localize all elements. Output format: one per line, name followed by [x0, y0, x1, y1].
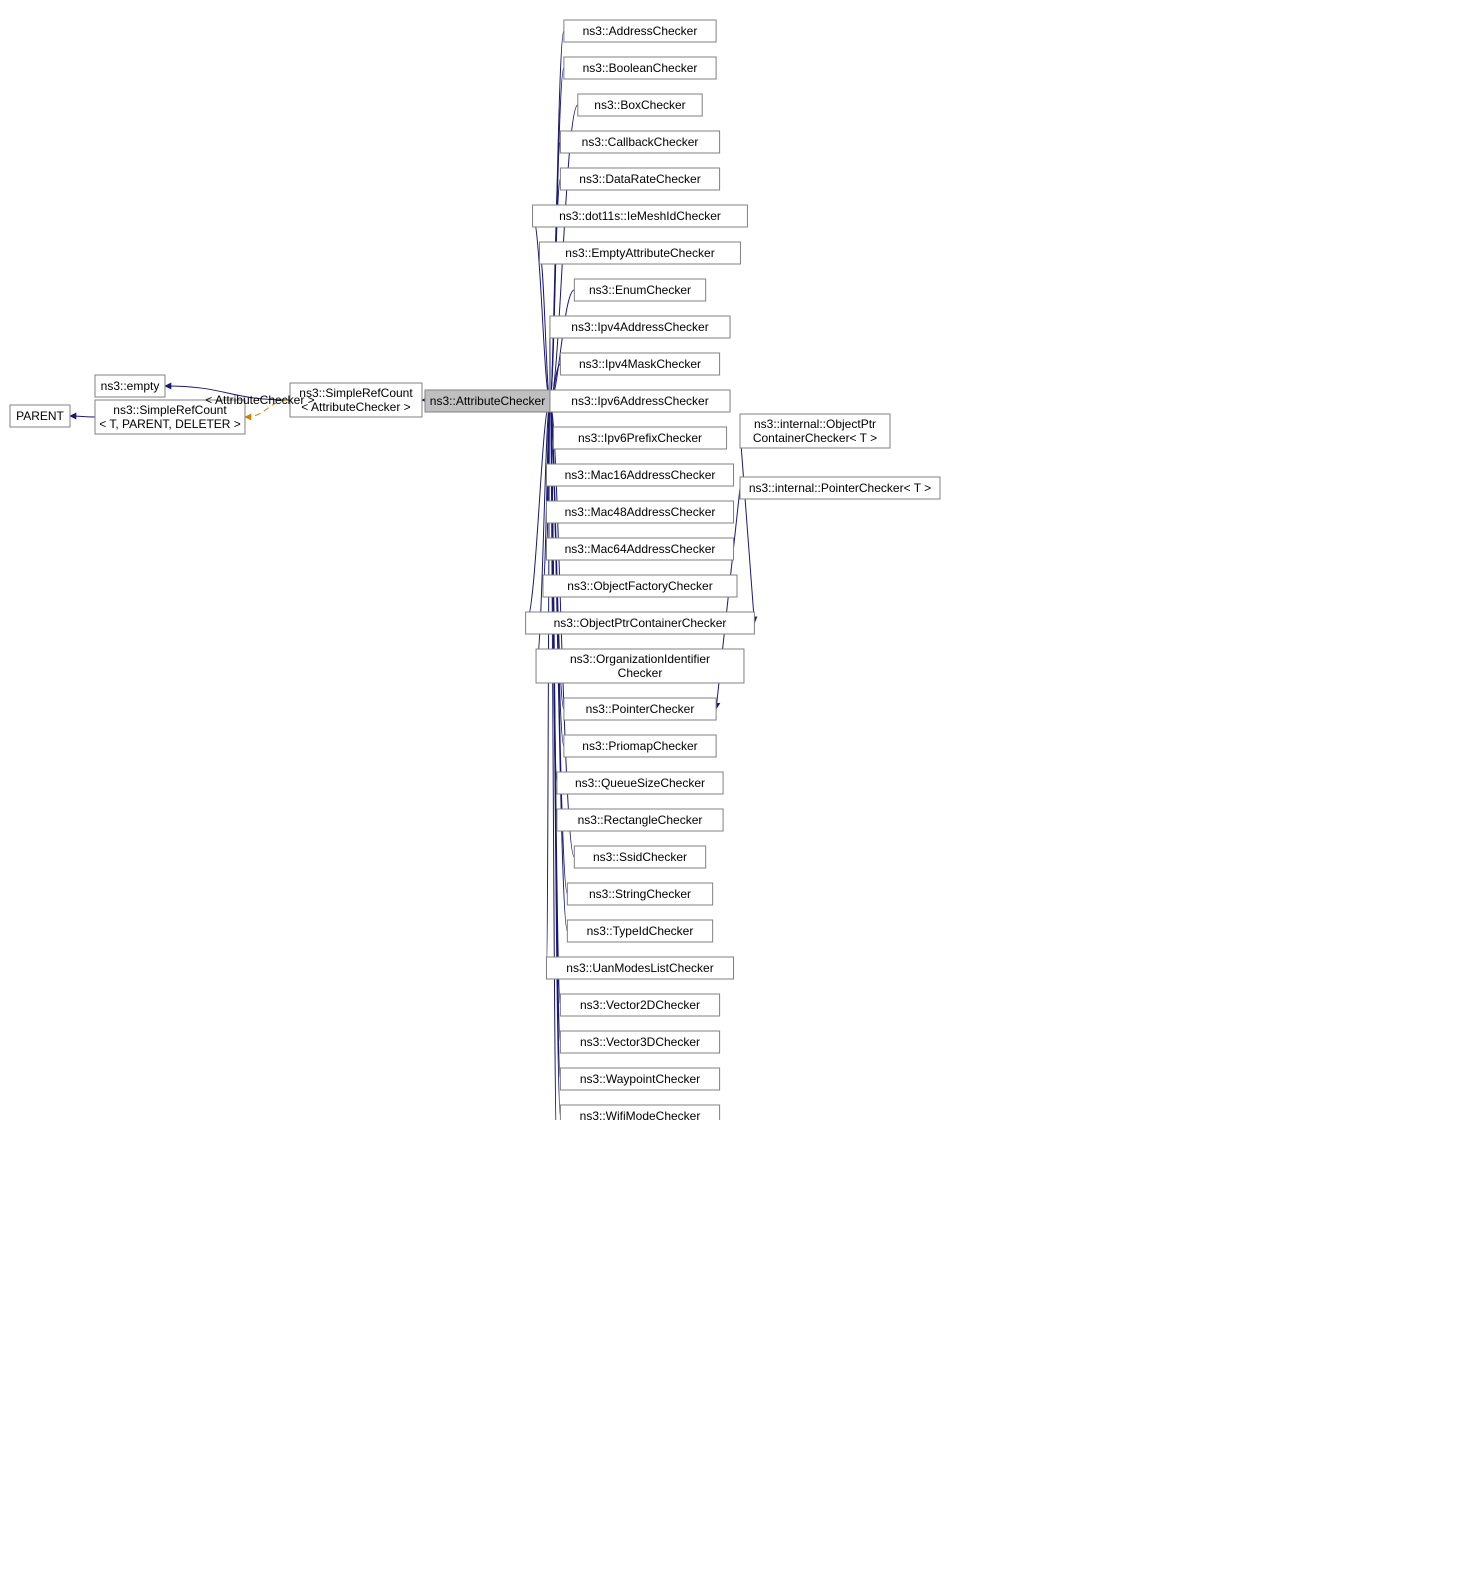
- class-node[interactable]: ns3::StringChecker: [567, 883, 712, 905]
- class-node[interactable]: ns3::PointerChecker: [564, 698, 716, 720]
- class-label: ns3::PriomapChecker: [582, 739, 697, 753]
- class-label: ns3::WifiModeChecker: [580, 1109, 701, 1120]
- class-node[interactable]: ns3::internal::PointerChecker< T >: [740, 477, 940, 499]
- class-label: ns3::AttributeChecker: [430, 394, 545, 408]
- class-label: ContainerChecker< T >: [753, 431, 877, 445]
- class-label: ns3::StringChecker: [589, 887, 691, 901]
- class-node[interactable]: ns3::empty: [95, 375, 165, 397]
- class-label: ns3::TypeIdChecker: [587, 924, 694, 938]
- class-node[interactable]: ns3::ObjectFactoryChecker: [543, 575, 737, 597]
- class-label: ns3::BoxChecker: [594, 98, 685, 112]
- class-label: Checker: [618, 666, 663, 680]
- class-node[interactable]: ns3::Vector3DChecker: [560, 1031, 719, 1053]
- class-label: PARENT: [16, 409, 64, 423]
- class-node[interactable]: ns3::SsidChecker: [574, 846, 705, 868]
- class-label: ns3::Mac48AddressChecker: [565, 505, 716, 519]
- class-label: ns3::SsidChecker: [593, 850, 687, 864]
- class-label: ns3::ObjectPtrContainerChecker: [554, 616, 727, 630]
- class-label: ns3::SimpleRefCount: [299, 386, 413, 400]
- class-node[interactable]: ns3::UanModesListChecker: [546, 957, 733, 979]
- class-label: ns3::Ipv6AddressChecker: [571, 394, 708, 408]
- class-node[interactable]: ns3::Ipv6PrefixChecker: [553, 427, 726, 449]
- class-node[interactable]: ns3::Ipv4AddressChecker: [550, 316, 730, 338]
- class-node[interactable]: ns3::Ipv4MaskChecker: [560, 353, 719, 375]
- class-node[interactable]: ns3::WaypointChecker: [560, 1068, 719, 1090]
- class-node[interactable]: ns3::dot11s::IeMeshIdChecker: [533, 205, 748, 227]
- class-node[interactable]: ns3::Mac48AddressChecker: [546, 501, 733, 523]
- class-label: ns3::EnumChecker: [589, 283, 691, 297]
- class-node[interactable]: ns3::internal::ObjectPtrContainerChecker…: [740, 414, 890, 448]
- class-label: ns3::BooleanChecker: [583, 61, 698, 75]
- class-node[interactable]: ns3::OrganizationIdentifierChecker: [536, 649, 744, 683]
- class-node[interactable]: ns3::WifiModeChecker: [560, 1105, 719, 1120]
- class-node[interactable]: ns3::BooleanChecker: [564, 57, 716, 79]
- class-label: ns3::CallbackChecker: [582, 135, 699, 149]
- class-label: < T, PARENT, DELETER >: [99, 417, 241, 431]
- class-label: ns3::ObjectFactoryChecker: [567, 579, 712, 593]
- class-node[interactable]: ns3::TypeIdChecker: [567, 920, 712, 942]
- class-node[interactable]: ns3::Mac16AddressChecker: [546, 464, 733, 486]
- class-node[interactable]: ns3::BoxChecker: [578, 94, 702, 116]
- class-node[interactable]: ns3::EnumChecker: [574, 279, 705, 301]
- class-node[interactable]: ns3::AddressChecker: [564, 20, 716, 42]
- class-label: ns3::internal::ObjectPtr: [754, 417, 876, 431]
- class-label: ns3::QueueSizeChecker: [575, 776, 705, 790]
- class-label: ns3::Mac16AddressChecker: [565, 468, 716, 482]
- class-label: ns3::PointerChecker: [586, 702, 695, 716]
- class-label: ns3::EmptyAttributeChecker: [565, 246, 714, 260]
- class-node[interactable]: ns3::Mac64AddressChecker: [546, 538, 733, 560]
- class-label: ns3::Ipv6PrefixChecker: [578, 431, 702, 445]
- class-label: ns3::empty: [101, 379, 160, 393]
- class-node[interactable]: ns3::CallbackChecker: [560, 131, 719, 153]
- class-node[interactable]: PARENT: [10, 405, 70, 427]
- class-node[interactable]: ns3::EmptyAttributeChecker: [540, 242, 741, 264]
- class-node[interactable]: ns3::RectangleChecker: [557, 809, 723, 831]
- class-label: ns3::RectangleChecker: [578, 813, 703, 827]
- class-label: ns3::UanModesListChecker: [566, 961, 713, 975]
- class-label: ns3::Ipv4AddressChecker: [571, 320, 708, 334]
- class-label: ns3::Vector3DChecker: [580, 1035, 700, 1049]
- class-label: ns3::Vector2DChecker: [580, 998, 700, 1012]
- class-label: ns3::dot11s::IeMeshIdChecker: [559, 209, 721, 223]
- class-label: < AttributeChecker >: [301, 400, 410, 414]
- class-node[interactable]: ns3::Vector2DChecker: [560, 994, 719, 1016]
- class-node[interactable]: ns3::Ipv6AddressChecker: [550, 390, 730, 412]
- class-node[interactable]: ns3::DataRateChecker: [560, 168, 719, 190]
- class-node[interactable]: ns3::QueueSizeChecker: [557, 772, 723, 794]
- class-node[interactable]: ns3::PriomapChecker: [564, 735, 716, 757]
- class-label: ns3::AddressChecker: [583, 24, 698, 38]
- inheritance-diagram: PARENT ns3::emptyns3::SimpleRefCount< T, …: [0, 0, 1150, 1120]
- class-node[interactable]: ns3::AttributeChecker: [425, 390, 550, 412]
- class-label: ns3::Ipv4MaskChecker: [579, 357, 701, 371]
- class-label: ns3::Mac64AddressChecker: [565, 542, 716, 556]
- class-label: ns3::OrganizationIdentifier: [570, 652, 710, 666]
- template-annotation: < AttributeChecker >: [205, 393, 314, 407]
- class-label: ns3::WaypointChecker: [580, 1072, 700, 1086]
- class-node[interactable]: ns3::ObjectPtrContainerChecker: [526, 612, 755, 634]
- class-label: ns3::internal::PointerChecker< T >: [749, 481, 931, 495]
- class-label: ns3::DataRateChecker: [579, 172, 700, 186]
